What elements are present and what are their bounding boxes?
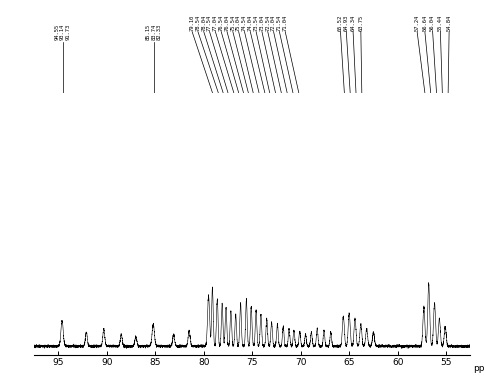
Text: 56.04: 56.04	[429, 14, 434, 30]
Text: ppm: ppm	[471, 364, 484, 373]
Text: 94.55
93.14
91.73: 94.55 93.14 91.73	[55, 24, 70, 40]
Text: 78.04: 78.04	[201, 14, 206, 30]
Text: 75.54: 75.54	[230, 14, 235, 30]
Text: 57.24: 57.24	[414, 14, 419, 30]
Text: 76.04: 76.04	[224, 14, 229, 30]
Text: 72.04: 72.04	[271, 14, 275, 30]
Text: 63.75: 63.75	[358, 14, 363, 30]
Text: 71.04: 71.04	[282, 14, 287, 30]
Text: 85.15
83.74
82.33: 85.15 83.74 82.33	[146, 24, 161, 40]
Text: 71.54: 71.54	[276, 14, 281, 30]
Text: 77.04: 77.04	[212, 14, 217, 30]
Text: 54.84: 54.84	[446, 14, 451, 30]
Text: 73.04: 73.04	[259, 14, 264, 30]
Text: 65.52: 65.52	[337, 14, 342, 30]
Text: 76.54: 76.54	[218, 14, 223, 30]
Text: 77.54: 77.54	[207, 14, 212, 30]
Text: 64.93: 64.93	[343, 14, 348, 30]
Text: 78.54: 78.54	[195, 14, 200, 30]
Text: 79.10: 79.10	[189, 14, 194, 30]
Text: 55.44: 55.44	[437, 14, 442, 30]
Text: 64.34: 64.34	[350, 14, 355, 30]
Text: 74.54: 74.54	[242, 14, 246, 30]
Text: 75.04: 75.04	[236, 14, 241, 30]
Text: 74.04: 74.04	[247, 14, 252, 30]
Text: 73.54: 73.54	[253, 14, 258, 30]
Text: 56.64: 56.64	[422, 14, 426, 30]
Text: 72.54: 72.54	[265, 14, 270, 30]
